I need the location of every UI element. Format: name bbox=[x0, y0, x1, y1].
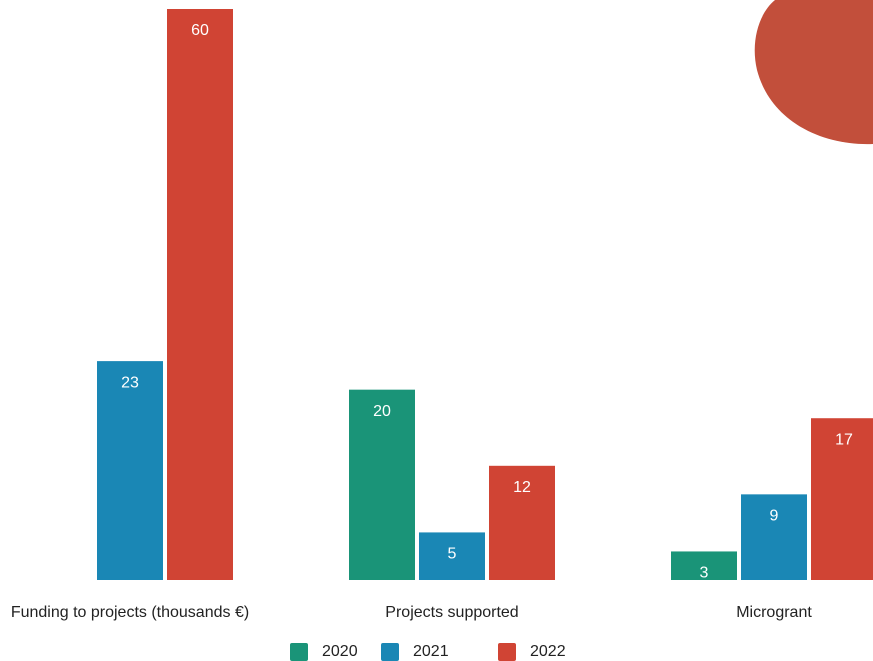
legend-label: 2020 bbox=[322, 643, 358, 660]
bar bbox=[671, 551, 737, 580]
value-label: 5 bbox=[448, 546, 457, 563]
value-label: 23 bbox=[121, 374, 139, 391]
legend-swatch bbox=[498, 643, 516, 661]
legend-label: 2022 bbox=[530, 643, 566, 660]
legend-swatch bbox=[290, 643, 308, 661]
value-label: 17 bbox=[835, 431, 853, 448]
bar bbox=[741, 494, 807, 580]
category-label: Projects supported bbox=[385, 604, 518, 621]
decorative-blob bbox=[754, 0, 873, 145]
bar bbox=[97, 361, 163, 580]
bar bbox=[349, 389, 415, 580]
bar bbox=[167, 9, 233, 580]
legend-label: 2021 bbox=[413, 643, 449, 660]
bar bbox=[811, 418, 873, 580]
value-label: 9 bbox=[770, 508, 779, 525]
value-label: 60 bbox=[191, 22, 209, 39]
value-label: 20 bbox=[373, 403, 391, 420]
category-label: Microgrant bbox=[736, 604, 812, 621]
bar bbox=[419, 532, 485, 580]
legend-swatch bbox=[381, 643, 399, 661]
value-label: 3 bbox=[700, 565, 709, 582]
bar bbox=[489, 465, 555, 580]
category-label: Funding to projects (thousands €) bbox=[11, 604, 249, 621]
value-label: 12 bbox=[513, 479, 531, 496]
